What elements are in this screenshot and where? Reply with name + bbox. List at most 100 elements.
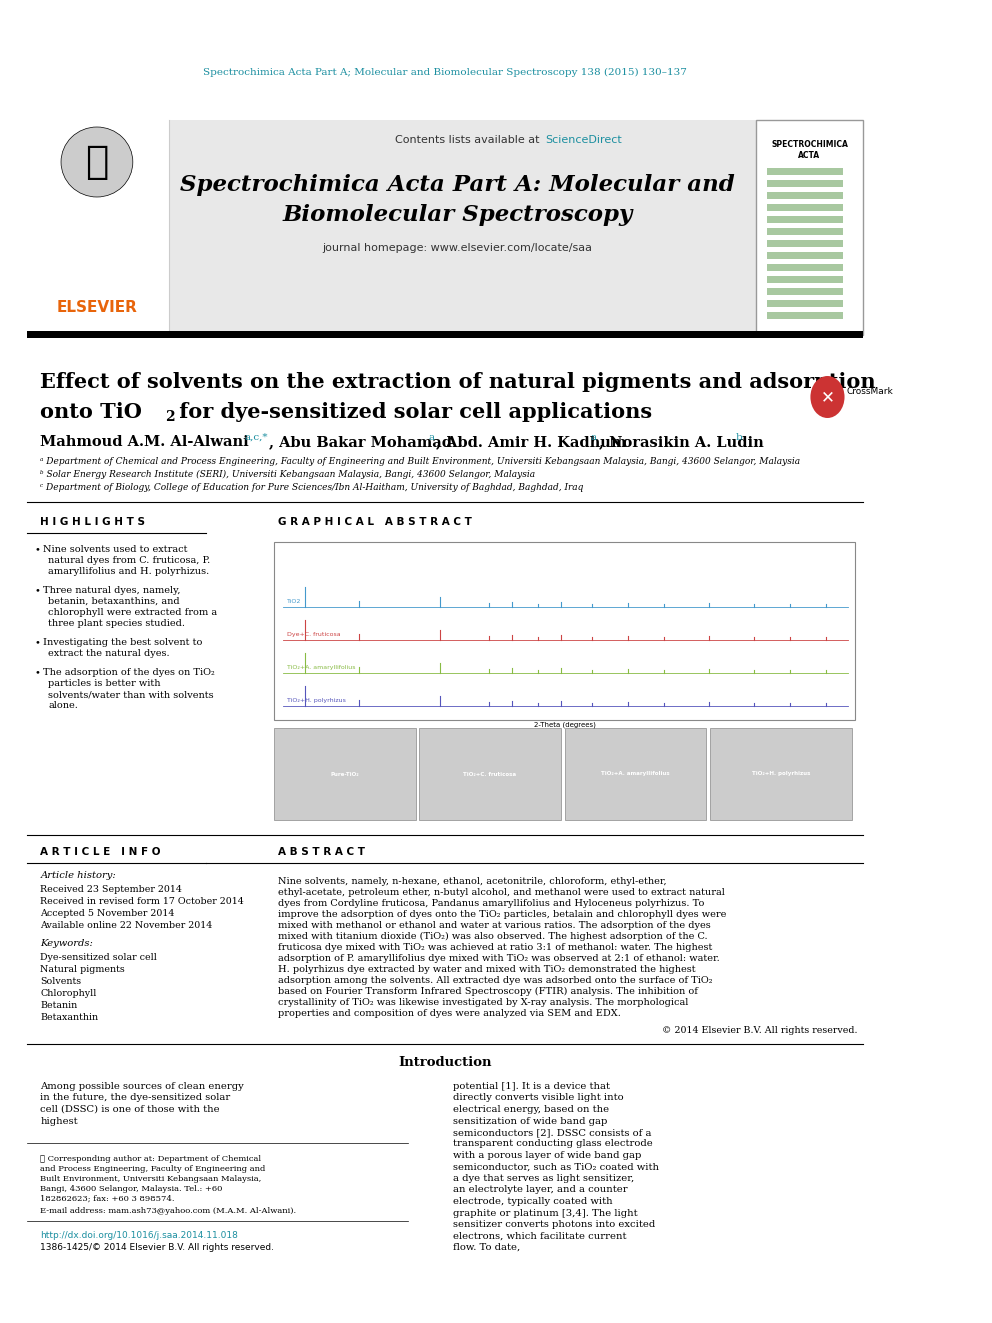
Text: Three natural dyes, namely,: Three natural dyes, namely, — [43, 586, 181, 595]
Text: properties and composition of dyes were analyzed via SEM and EDX.: properties and composition of dyes were … — [278, 1009, 621, 1017]
Text: G R A P H I C A L   A B S T R A C T: G R A P H I C A L A B S T R A C T — [278, 517, 472, 527]
Text: Dye+C. fruticosa: Dye+C. fruticosa — [288, 632, 341, 636]
Text: Chlorophyll: Chlorophyll — [41, 988, 97, 998]
Text: TiO₂+H. polyrhizus: TiO₂+H. polyrhizus — [752, 771, 810, 777]
Text: Introduction: Introduction — [399, 1056, 492, 1069]
Text: Nine solvents, namely, n-hexane, ethanol, acetonitrile, chloroform, ethyl-ether,: Nine solvents, namely, n-hexane, ethanol… — [278, 877, 667, 886]
Text: improve the adsorption of dyes onto the TiO₂ particles, betalain and chlorophyll: improve the adsorption of dyes onto the … — [278, 910, 726, 919]
Text: chlorophyll were extracted from a: chlorophyll were extracted from a — [49, 609, 217, 617]
Text: Available online 22 November 2014: Available online 22 November 2014 — [41, 922, 212, 930]
Text: Contents lists available at: Contents lists available at — [395, 135, 543, 146]
Text: particles is better with: particles is better with — [49, 679, 161, 688]
Text: dyes from Cordyline fruticosa, Pandanus amaryllifolius and Hyloceneus polyrhizus: dyes from Cordyline fruticosa, Pandanus … — [278, 900, 704, 908]
Text: , Abu Bakar Mohamad: , Abu Bakar Mohamad — [269, 435, 452, 448]
Bar — [710, 728, 852, 820]
Text: highest: highest — [41, 1117, 78, 1126]
Text: fruticosa dye mixed with TiO₂ was achieved at ratio 3:1 of methanol: water. The : fruticosa dye mixed with TiO₂ was achiev… — [278, 943, 712, 953]
Text: in the future, the dye-sensitized solar: in the future, the dye-sensitized solar — [41, 1094, 230, 1102]
Text: A B S T R A C T: A B S T R A C T — [278, 847, 365, 857]
Text: , Norasikin A. Ludin: , Norasikin A. Ludin — [598, 435, 764, 448]
Text: transparent conducting glass electrode: transparent conducting glass electrode — [453, 1139, 653, 1148]
Text: onto TiO: onto TiO — [41, 402, 142, 422]
Text: adsorption among the solvents. All extracted dye was adsorbed onto the surface o: adsorption among the solvents. All extra… — [278, 976, 712, 986]
Text: Pure-TiO₂: Pure-TiO₂ — [330, 771, 359, 777]
Text: graphite or platinum [3,4]. The light: graphite or platinum [3,4]. The light — [453, 1208, 638, 1217]
Text: three plant species studied.: three plant species studied. — [49, 619, 186, 628]
Text: based on Fourier Transform Infrared Spectroscopy (FTIR) analysis. The inhibition: based on Fourier Transform Infrared Spec… — [278, 987, 698, 996]
Text: semiconductor, such as TiO₂ coated with: semiconductor, such as TiO₂ coated with — [453, 1163, 660, 1171]
Text: ✕: ✕ — [820, 388, 834, 406]
Text: sensitizer converts photons into excited: sensitizer converts photons into excited — [453, 1220, 656, 1229]
Text: Solvents: Solvents — [41, 976, 81, 986]
Text: solvents/water than with solvents: solvents/water than with solvents — [49, 691, 214, 699]
Text: TiO₂+A. amaryllifolius: TiO₂+A. amaryllifolius — [288, 665, 356, 669]
Text: semiconductors [2]. DSSC consists of a: semiconductors [2]. DSSC consists of a — [453, 1129, 652, 1136]
Text: Betaxanthin: Betaxanthin — [41, 1012, 98, 1021]
Bar — [768, 216, 843, 224]
Text: ᵃ Department of Chemical and Process Engineering, Faculty of Engineering and Bui: ᵃ Department of Chemical and Process Eng… — [41, 456, 801, 466]
Bar — [420, 728, 560, 820]
Bar — [768, 180, 843, 187]
Text: H. polyrhizus dye extracted by water and mixed with TiO₂ demonstrated the highes: H. polyrhizus dye extracted by water and… — [278, 964, 695, 974]
Text: E-mail address: mam.ash73@yahoo.com (M.A.M. Al-Alwani).: E-mail address: mam.ash73@yahoo.com (M.A… — [41, 1207, 297, 1215]
Text: electrical energy, based on the: electrical energy, based on the — [453, 1105, 609, 1114]
Text: a dye that serves as light sensitizer,: a dye that serves as light sensitizer, — [453, 1174, 635, 1183]
Text: A R T I C L E   I N F O: A R T I C L E I N F O — [41, 847, 161, 857]
Text: Spectrochimica Acta Part A: Molecular and: Spectrochimica Acta Part A: Molecular an… — [181, 175, 735, 196]
Text: betanin, betaxanthins, and: betanin, betaxanthins, and — [49, 597, 181, 606]
Text: ScienceDirect: ScienceDirect — [546, 135, 622, 146]
Bar — [768, 312, 843, 319]
Bar — [27, 120, 863, 335]
Text: CrossMark: CrossMark — [846, 388, 893, 397]
Text: The adsorption of the dyes on TiO₂: The adsorption of the dyes on TiO₂ — [43, 668, 215, 677]
Text: TiO2: TiO2 — [288, 599, 302, 605]
Text: electrode, typically coated with: electrode, typically coated with — [453, 1197, 613, 1207]
Bar — [768, 277, 843, 283]
Text: Nine solvents used to extract: Nine solvents used to extract — [43, 545, 187, 554]
Text: •: • — [34, 545, 40, 554]
Text: Bangi, 43600 Selangor, Malaysia. Tel.: +60: Bangi, 43600 Selangor, Malaysia. Tel.: +… — [41, 1185, 223, 1193]
Text: ⋆ Corresponding author at: Department of Chemical: ⋆ Corresponding author at: Department of… — [41, 1155, 262, 1163]
Ellipse shape — [62, 127, 133, 197]
Text: directly converts visible light into: directly converts visible light into — [453, 1094, 624, 1102]
Text: with a porous layer of wide band gap: with a porous layer of wide band gap — [453, 1151, 642, 1160]
Text: •: • — [34, 638, 40, 647]
Bar — [768, 265, 843, 271]
Bar — [564, 728, 706, 820]
Text: amaryllifolius and H. polyrhizus.: amaryllifolius and H. polyrhizus. — [49, 568, 209, 576]
Bar — [274, 542, 855, 720]
Text: •: • — [34, 668, 40, 677]
Bar — [768, 300, 843, 307]
Bar — [768, 192, 843, 198]
Text: •: • — [34, 586, 40, 595]
Text: TiO₂+A. amaryllifolius: TiO₂+A. amaryllifolius — [601, 771, 670, 777]
Bar — [768, 251, 843, 259]
Text: a,c,*: a,c,* — [244, 433, 268, 442]
Text: ᵇ Solar Energy Research Institute (SERI), Universiti Kebangsaan Malaysia, Bangi,: ᵇ Solar Energy Research Institute (SERI)… — [41, 470, 536, 479]
Text: natural dyes from C. fruticosa, P.: natural dyes from C. fruticosa, P. — [49, 556, 210, 565]
Text: an electrolyte layer, and a counter: an electrolyte layer, and a counter — [453, 1185, 628, 1195]
Bar — [27, 331, 863, 337]
Text: Accepted 5 November 2014: Accepted 5 November 2014 — [41, 909, 175, 918]
Text: Received 23 September 2014: Received 23 September 2014 — [41, 885, 183, 894]
Text: Among possible sources of clean energy: Among possible sources of clean energy — [41, 1082, 244, 1091]
Text: crystallinity of TiO₂ was likewise investigated by X-ray analysis. The morpholog: crystallinity of TiO₂ was likewise inves… — [278, 998, 688, 1007]
Text: 2-Theta (degrees): 2-Theta (degrees) — [535, 722, 596, 729]
Text: adsorption of P. amaryllifolius dye mixed with TiO₂ was observed at 2:1 of ethan: adsorption of P. amaryllifolius dye mixe… — [278, 954, 720, 963]
Text: a: a — [429, 433, 434, 442]
Text: Effect of solvents on the extraction of natural pigments and adsorption: Effect of solvents on the extraction of … — [41, 372, 876, 392]
Text: 🌳: 🌳 — [85, 143, 108, 181]
Text: electrons, which facilitate current: electrons, which facilitate current — [453, 1232, 627, 1241]
Text: Biomolecular Spectroscopy: Biomolecular Spectroscopy — [283, 204, 633, 226]
Ellipse shape — [810, 376, 844, 418]
Text: Article history:: Article history: — [41, 872, 116, 881]
Text: cell (DSSC) is one of those with the: cell (DSSC) is one of those with the — [41, 1105, 220, 1114]
Text: ELSEVIER: ELSEVIER — [57, 300, 137, 315]
Text: flow. To date,: flow. To date, — [453, 1244, 521, 1252]
Bar — [756, 120, 863, 335]
Text: H I G H L I G H T S: H I G H L I G H T S — [41, 517, 146, 527]
Text: extract the natural dyes.: extract the natural dyes. — [49, 650, 170, 658]
Text: Built Environment, Universiti Kebangsaan Malaysia,: Built Environment, Universiti Kebangsaan… — [41, 1175, 262, 1183]
Text: , Abd. Amir H. Kadhum: , Abd. Amir H. Kadhum — [436, 435, 627, 448]
Text: Natural pigments: Natural pigments — [41, 964, 125, 974]
